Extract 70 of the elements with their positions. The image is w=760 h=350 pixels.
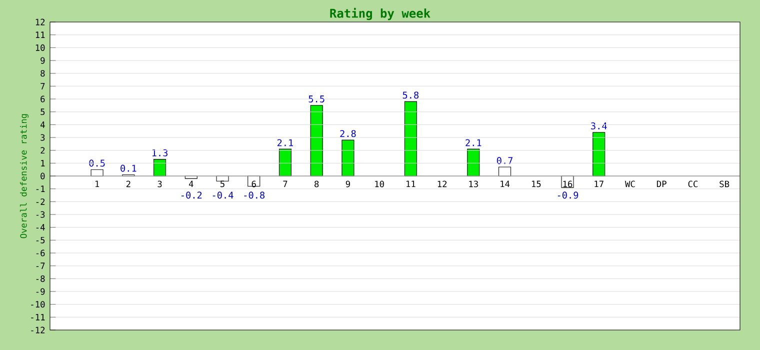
- data-label: 3.4: [591, 122, 607, 130]
- x-tick-label: 7: [283, 180, 288, 188]
- bar: [342, 140, 354, 176]
- x-tick-label: 13: [469, 180, 478, 188]
- y-tick-label: 5: [40, 108, 45, 116]
- y-tick-label: 6: [40, 96, 45, 102]
- bar: [310, 105, 323, 176]
- data-label: -0.2: [182, 192, 202, 199]
- y-tick-label: 11: [36, 32, 45, 38]
- data-label: 0.7: [496, 157, 512, 164]
- bar: [498, 166, 512, 176]
- x-tick-label: SB: [720, 180, 730, 188]
- data-label: -0.4: [212, 192, 234, 199]
- y-tick-label: -4: [36, 224, 45, 230]
- bar: [592, 132, 606, 176]
- data-label: -0.8: [244, 192, 265, 199]
- y-axis-title: Overall defensive rating: [20, 114, 28, 238]
- x-tick-label: 10: [375, 180, 384, 188]
- x-tick-label: WC: [625, 180, 635, 188]
- y-tick-label: -11: [31, 314, 45, 320]
- data-label: 2.1: [277, 139, 294, 146]
- x-tick-label: 4: [188, 180, 194, 188]
- bar: [467, 148, 480, 176]
- bar: [404, 101, 417, 176]
- y-tick-label: -1: [36, 186, 45, 192]
- x-tick-label: 11: [406, 180, 416, 188]
- bar: [90, 169, 104, 176]
- x-tick-label: 16: [563, 180, 572, 188]
- data-label: 2.8: [340, 130, 356, 138]
- y-tick-label: 3: [40, 134, 45, 141]
- y-tick-label: 9: [40, 57, 45, 64]
- data-label: 1.3: [152, 149, 168, 156]
- bar: [154, 159, 166, 176]
- y-tick-label: -3: [36, 211, 45, 218]
- x-tick-label: 3: [158, 180, 162, 188]
- y-tick-label: 7: [40, 83, 45, 90]
- x-tick-label: 17: [594, 180, 604, 188]
- x-tick-label: DP: [656, 180, 666, 188]
- data-label: 2.1: [466, 139, 482, 146]
- x-tick-label: CC: [688, 180, 698, 188]
- y-tick-label: -10: [31, 301, 45, 308]
- y-tick-label: 12: [36, 18, 45, 26]
- data-label: 5.5: [308, 96, 324, 102]
- data-label: 0.5: [89, 160, 105, 167]
- data-label: -0.9: [558, 192, 578, 199]
- x-tick-label: 1: [95, 180, 100, 188]
- x-tick-label: 8: [314, 180, 319, 188]
- y-tick-label: -5: [36, 236, 45, 244]
- y-tick-label: -9: [36, 288, 45, 295]
- chart-title: Rating by week: [330, 8, 430, 20]
- y-tick-label: 0: [40, 172, 45, 180]
- y-tick-label: 4: [40, 122, 45, 128]
- y-tick-label: 8: [40, 70, 45, 77]
- y-tick-label: -8: [36, 275, 45, 282]
- x-tick-label: 9: [346, 180, 350, 188]
- x-tick-label: 14: [500, 180, 510, 188]
- x-tick-label: 15: [532, 180, 541, 188]
- x-tick-label: 5: [220, 180, 224, 188]
- data-label: 0.1: [120, 164, 136, 172]
- x-tick-label: 2: [126, 180, 130, 188]
- x-tick-label: 12: [438, 180, 447, 188]
- y-tick-label: -7: [36, 262, 45, 269]
- y-tick-label: -12: [31, 326, 45, 334]
- bar: [278, 148, 292, 176]
- y-tick-label: 1: [41, 160, 45, 166]
- y-tick-label: 10: [36, 44, 45, 51]
- y-tick-label: -6: [36, 250, 45, 256]
- y-tick-label: -2: [36, 198, 45, 205]
- y-tick-label: 2: [40, 147, 45, 154]
- data-label: 5.8: [402, 92, 419, 99]
